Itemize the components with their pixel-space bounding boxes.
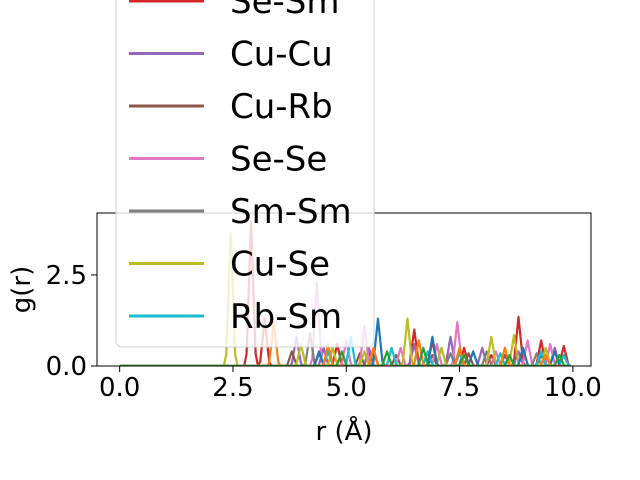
x-tick-label: 5.0 bbox=[326, 373, 367, 403]
legend-box bbox=[115, 0, 375, 348]
x-tick-label: 10.0 bbox=[544, 373, 602, 403]
legend-label-sm-sm: Sm-Sm bbox=[230, 192, 352, 232]
series-line-cu-se bbox=[119, 231, 571, 366]
y-axis-label: g(r) bbox=[7, 266, 37, 313]
legend: Se-Sm Cu-Cu Cu-Rb Se-Se Sm-Sm Cu-Se Rb-Sm bbox=[115, 0, 375, 348]
legend-label-rb-sm: Rb-Sm bbox=[230, 297, 342, 337]
legend-label-cu-se: Cu-Se bbox=[230, 245, 330, 285]
legend-label-se-sm: Se-Sm bbox=[230, 0, 339, 22]
x-axis-label: r (Å) bbox=[315, 415, 372, 447]
series-line-unnamed-9 bbox=[119, 346, 571, 366]
x-tick-label: 7.5 bbox=[439, 373, 480, 403]
axis-ticks: 0.0 2.5 5.0 7.5 10.0 0.0 2.5 bbox=[46, 261, 602, 403]
legend-label-cu-cu: Cu-Cu bbox=[230, 35, 333, 75]
x-tick-label: 0.0 bbox=[99, 373, 140, 403]
legend-label-cu-rb: Cu-Rb bbox=[230, 87, 333, 127]
legend-label-se-se: Se-Se bbox=[230, 140, 327, 180]
y-tick-label: 0.0 bbox=[46, 352, 87, 382]
y-tick-label: 2.5 bbox=[46, 261, 87, 291]
x-tick-label: 2.5 bbox=[212, 373, 253, 403]
